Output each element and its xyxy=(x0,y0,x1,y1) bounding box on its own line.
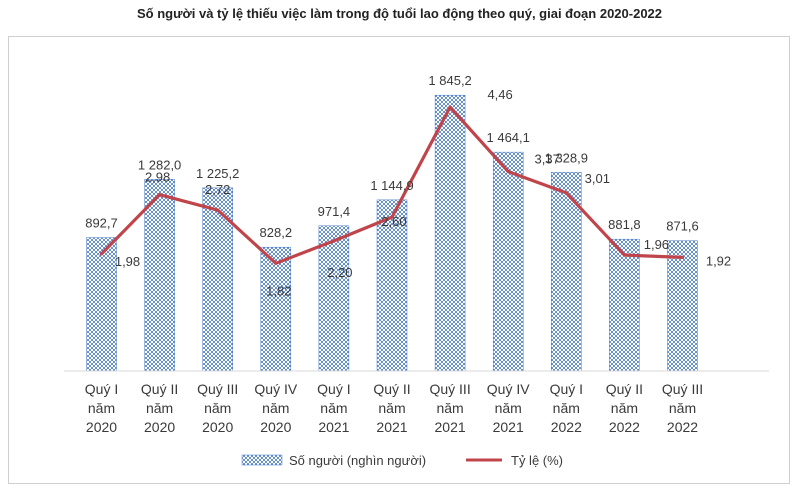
bar-6 xyxy=(376,199,408,372)
bar-7 xyxy=(434,94,466,372)
bar-5 xyxy=(318,225,350,372)
legend-line-label: Tỷ lệ (%) xyxy=(511,453,563,468)
rate-label-1: 1,98 xyxy=(115,254,140,269)
rate-point-10 xyxy=(622,253,627,257)
x-tick-label-2-2: năm xyxy=(146,400,173,416)
x-tick-label-3-2: năm xyxy=(204,400,231,416)
rate-label-9: 3,01 xyxy=(585,171,610,186)
rate-point-4 xyxy=(274,261,278,265)
bar-label-5: 971,4 xyxy=(318,204,351,219)
x-tick-label-10-3: 2022 xyxy=(609,419,640,435)
rate-label-7: 4,46 xyxy=(487,87,512,102)
x-tick-label-10-1: Quý II xyxy=(606,381,643,397)
x-tick-label-4-2: năm xyxy=(262,400,289,416)
rate-point-2 xyxy=(158,193,162,197)
x-tick-label-6-2: năm xyxy=(378,400,405,416)
x-tick-label-4-1: Quý IV xyxy=(254,381,297,397)
bar-label-7: 1 845,2 xyxy=(428,73,471,88)
bar-label-9: 1 328,9 xyxy=(545,150,588,165)
chart-title: Số người và tỷ lệ thiếu việc làm trong đ… xyxy=(136,6,663,21)
x-tick-label-6-3: 2021 xyxy=(376,419,407,435)
bar-label-10: 881,8 xyxy=(608,217,641,232)
bar-label-4: 828,2 xyxy=(260,225,293,240)
x-tick-label-1-1: Quý I xyxy=(85,381,118,397)
bar-10 xyxy=(609,238,640,372)
rate-point-5 xyxy=(332,239,336,243)
bar-8 xyxy=(492,151,524,372)
rate-label-3: 2,72 xyxy=(205,182,230,197)
x-tick-label-11-3: 2022 xyxy=(667,419,698,435)
rate-label-5: 2,20 xyxy=(327,265,352,280)
chart: 892,7 1 282,0 1 225,2 828,2 971,4 1 144,9 1 84… xyxy=(64,73,769,468)
rate-point-9 xyxy=(564,191,568,195)
chart-frame: 892,7 1 282,0 1 225,2 828,2 971,4 1 144,9 1 84… xyxy=(8,36,790,484)
x-tick-label-8-3: 2021 xyxy=(493,419,524,435)
x-tick-label-2-3: 2020 xyxy=(144,419,175,435)
bar-11 xyxy=(667,240,698,372)
rate-point-11 xyxy=(680,255,685,259)
x-tick-label-2-1: Quý II xyxy=(141,381,178,397)
x-tick-label-7-1: Quý III xyxy=(429,381,470,397)
x-tick-label-4-3: 2020 xyxy=(260,419,291,435)
x-tick-label-9-3: 2022 xyxy=(551,419,582,435)
bar-label-1: 892,7 xyxy=(85,216,118,231)
x-tick-label-8-1: Quý IV xyxy=(487,381,530,397)
rate-point-8 xyxy=(506,170,510,174)
x-tick-label-9-1: Quý I xyxy=(550,381,583,397)
bar-label-11: 871,6 xyxy=(666,219,699,234)
rate-point-1 xyxy=(99,252,104,256)
x-tick-label-11-1: Quý III xyxy=(662,381,703,397)
x-tick-label-9-2: năm xyxy=(553,400,580,416)
x-tick-label-5-1: Quý I xyxy=(317,381,350,397)
x-tick-label-11-2: năm xyxy=(669,400,696,416)
rate-label-2: 2,98 xyxy=(145,170,170,185)
x-tick-label-3-1: Quý III xyxy=(197,381,238,397)
x-tick-label-5-3: 2021 xyxy=(318,419,349,435)
bar-label-6: 1 144,9 xyxy=(370,178,413,193)
rate-label-6: 2,60 xyxy=(381,214,406,229)
x-tick-label-10-2: năm xyxy=(611,400,638,416)
legend-bar-swatch xyxy=(241,454,283,466)
rate-point-6 xyxy=(390,215,394,219)
legend-bar-label: Số người (nghìn người) xyxy=(289,453,426,468)
rate-label-8: 3,37 xyxy=(535,152,560,167)
x-tick-label-1-2: năm xyxy=(88,400,115,416)
x-tick-label-1-3: 2020 xyxy=(86,419,117,435)
x-tick-label-5-2: năm xyxy=(320,400,347,416)
rate-label-4: 1,82 xyxy=(266,283,291,298)
bar-3 xyxy=(202,187,233,372)
x-tick-label-3-3: 2020 xyxy=(202,419,233,435)
x-tick-label-8-2: năm xyxy=(495,400,522,416)
x-tick-label-7-2: năm xyxy=(436,400,463,416)
x-tick-label-7-3: 2021 xyxy=(435,419,466,435)
bar-label-8: 1 464,1 xyxy=(487,130,530,145)
bar-label-3: 1 225,2 xyxy=(196,166,239,181)
x-tick-label-6-1: Quý II xyxy=(373,381,410,397)
bar-2 xyxy=(144,179,175,372)
bar-label-2: 1 282,0 xyxy=(138,157,181,172)
rate-point-7 xyxy=(448,105,452,109)
bar-1 xyxy=(86,237,117,372)
rate-point-3 xyxy=(216,208,220,212)
rate-label-11: 1,92 xyxy=(706,253,731,268)
bar-4 xyxy=(260,246,292,372)
rate-label-10: 1,96 xyxy=(644,237,669,252)
